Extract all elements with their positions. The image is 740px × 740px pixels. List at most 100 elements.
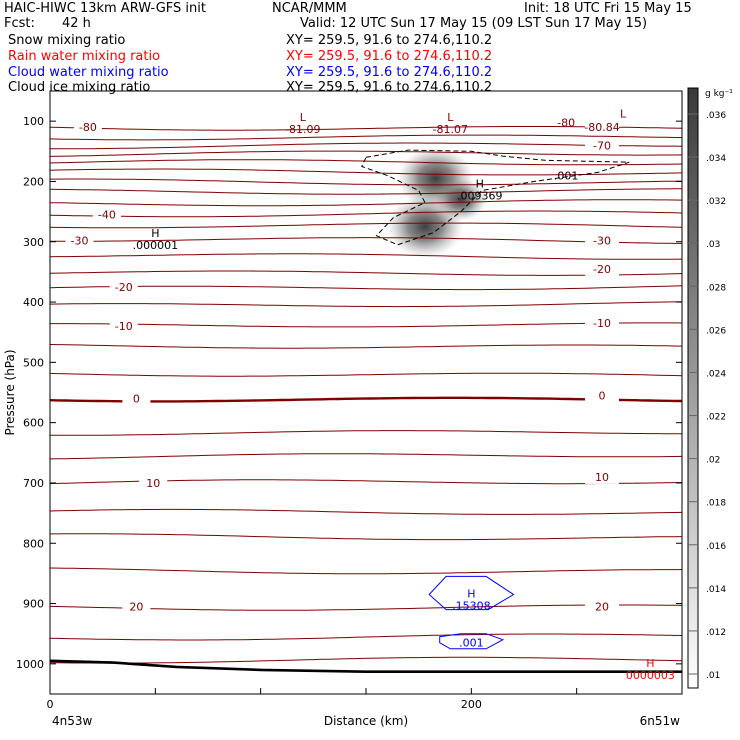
colorbar-tick-label: .03 [706,240,720,250]
extremum-marker: H [151,227,159,240]
isotherm-line [49,199,683,207]
isotherm-line [49,150,683,157]
isotherm-right-label: -70 [593,139,611,152]
isotherm-right-label-bg [585,233,619,248]
isotherm-line [49,372,683,377]
y-tick-label: 300 [23,236,44,249]
field-xy-rain: XY= 259.5, 91.6 to 274.6,110.2 [286,49,493,64]
isotherm-label: 0 [133,393,140,406]
isotherm-label-bg [109,319,138,334]
colorbar-tick-label: .016 [706,542,726,552]
isotherm-label: -30 [71,235,89,248]
colorbar-tick-label: .024 [706,369,726,379]
colorbar-tick-label: .02 [706,456,720,466]
isotherm-line [50,322,683,328]
endpoint-left-label: 4n53w [52,714,93,728]
colorbar-tick-label: .014 [706,585,726,595]
colorbar-tick-label: .036 [706,111,726,121]
valid-time: Valid: 12 UTC Sun 17 May 15 (09 LST Sun … [300,16,648,31]
colorbar-tick-label: .018 [706,499,726,509]
isotherm-line [49,159,683,166]
colorbar-scale [687,87,699,689]
isotherm-line [49,344,683,349]
isotherm-line [49,567,682,575]
isotherm-right-label: 10 [595,471,609,484]
isotherm-label-bg [92,207,121,222]
field-name-rain: Rain water mixing ratio [8,49,161,64]
cloud-ice-blob-2 [434,178,487,221]
isotherm-right-label-bg [585,120,619,135]
isotherm-line [49,126,683,131]
y-tick-label: 800 [23,537,44,550]
colorbar-tick-label: .022 [706,413,726,423]
isotherm-line [49,270,683,276]
contour-label: .001 [554,169,579,182]
isotherm-line [49,453,683,460]
plot-frame [49,90,683,695]
isotherm-line [49,633,683,641]
extremum-value: -81.07 [433,123,468,136]
y-tick-label: 500 [23,356,44,369]
isotherm-line [49,210,683,218]
isotherm-line [50,533,683,541]
extremum-value: .009369 [457,189,503,202]
isotherm-right-label: 20 [595,601,609,614]
isotherm-label: -20 [115,281,133,294]
extremum-value: .15308 [452,600,491,613]
isotherm-line [49,285,683,291]
terrain-line [49,659,682,673]
endpoint-right-label: 6n51w [640,714,681,728]
field-xy-cloud-water: XY= 259.5, 91.6 to 274.6,110.2 [286,65,493,80]
y-tick-label: 900 [23,598,44,611]
isotherm-right-label: -30 [593,235,611,248]
model-title: HAIC-HIWC 13km ARW-GFS init [4,1,206,16]
extremum-marker: L [620,108,627,121]
colorbar-unit-label: g kg⁻¹ [705,89,733,99]
isotherm-line [49,396,683,403]
colorbar-tick-label: .01 [706,671,720,681]
isotherm-label-bg [122,599,151,614]
isotherm-line [49,253,683,260]
isotherm-label: -80 [79,121,97,134]
snow-ice-001-contour [361,149,630,246]
isotherm-right-label: 0 [599,390,606,403]
isotherm-line [49,222,683,229]
y-tick-label: 100 [23,115,44,128]
colorbar: .01 .012 .014 .016 .018 .02 .022 .024 .026 .028 .0… [687,87,733,689]
y-tick-label: 200 [23,175,44,188]
isotherm-right-label-bg [585,469,619,484]
isotherm-label: -10 [115,320,133,333]
field-name-cloud-water: Cloud water mixing ratio [8,65,169,80]
isotherm-right-label-bg [585,599,619,614]
cloud-water-contour-max [428,575,515,611]
y-axis-label: Pressure (hPa) [3,349,17,435]
isotherm-right-label-bg [585,138,619,153]
isotherm-line [49,604,683,611]
forecast-label: Fcst: [4,16,35,31]
isotherm-label-bg [122,391,151,406]
extremum-value: 0000003 [626,669,675,682]
y-tick-label: 400 [23,296,44,309]
isotherm-line [49,430,682,436]
isotherm-right-label: -10 [593,317,611,330]
forecast-hour: 42 h [62,16,91,31]
isotherm-line [49,656,683,664]
isotherm-line [49,188,682,195]
org-label: NCAR/MMM [272,1,347,16]
isotherm-line [50,237,682,244]
colorbar-tick-label: .028 [706,283,726,293]
isotherm-label: -40 [98,209,116,222]
isotherm-label: 20 [129,601,143,614]
isotherm-line [49,301,683,308]
isotherm-line [49,134,683,141]
isotherm-right-label-bg [585,388,619,403]
isotherm-label-bg [65,233,94,248]
contour-label: .001 [459,637,484,650]
extremum-marker: L [447,111,454,124]
isotherm-right-label: -80.84 [584,121,619,134]
colorbar-tick-label: .032 [706,197,726,207]
isotherm-label-bg [73,120,102,135]
field-xy-snow: XY= 259.5, 91.6 to 274.6,110.2 [286,33,493,48]
mixing-ratio-contours [361,149,630,650]
extremum-marker: L [300,111,307,124]
